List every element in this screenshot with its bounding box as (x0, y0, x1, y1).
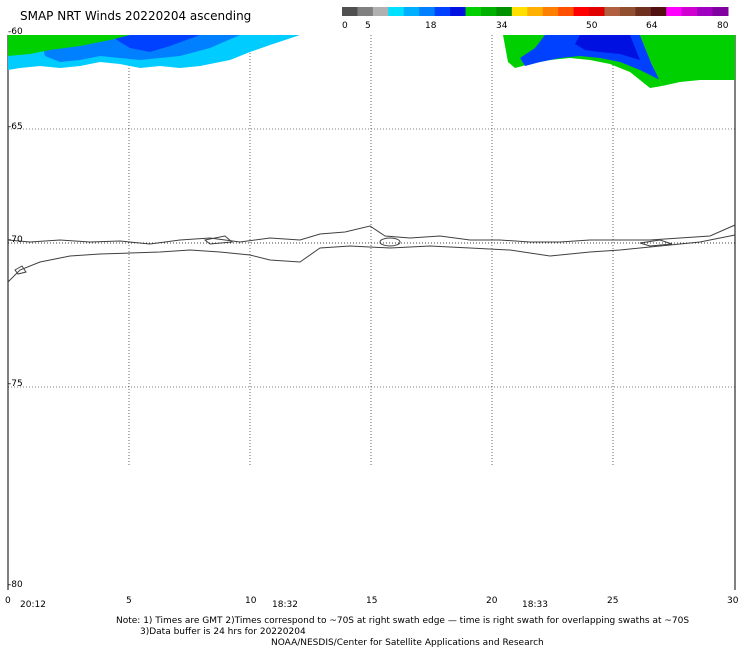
swath-time-2: 18:32 (272, 600, 298, 610)
scale-segment (480, 7, 497, 16)
x-tick-5: 5 (126, 596, 132, 606)
x-tick-25: 25 (607, 596, 619, 606)
scale-segment (403, 7, 420, 16)
scale-label-64: 64 (646, 21, 658, 31)
scale-label-0: 0 (342, 21, 348, 31)
scale-segment (372, 7, 389, 16)
y-tick-65: -65 (8, 122, 23, 132)
scale-segment (712, 7, 729, 16)
map-grid (8, 35, 735, 465)
scale-segment (681, 7, 698, 16)
map-title: SMAP NRT Winds 20220204 ascending (20, 9, 252, 23)
scale-segment (357, 7, 374, 16)
left-wind-swath (8, 35, 300, 70)
scale-segment (527, 7, 544, 16)
color-scale-bar (342, 7, 729, 16)
scale-label-50: 50 (586, 21, 598, 31)
swath-time-3: 18:33 (522, 600, 548, 610)
scale-segment (342, 7, 358, 16)
scale-segment (558, 7, 575, 16)
scale-segment (666, 7, 683, 16)
scale-segment (511, 7, 528, 16)
scale-segment (434, 7, 451, 16)
scale-segment (450, 7, 467, 16)
scale-segment (419, 7, 436, 16)
note-line-3: NOAA/NESDIS/Center for Satellite Applica… (271, 638, 544, 648)
scale-label-18: 18 (425, 21, 437, 31)
scale-label-34: 34 (496, 21, 508, 31)
x-tick-20: 20 (486, 596, 498, 606)
note-line-2: 3)Data buffer is 24 hrs for 20220204 (140, 627, 306, 637)
y-tick-60: -60 (8, 27, 23, 37)
scale-segment (650, 7, 667, 16)
x-tick-15: 15 (366, 596, 378, 606)
y-tick-80: -80 (8, 580, 23, 590)
scale-segment (496, 7, 513, 16)
right-wind-swath (503, 35, 735, 88)
antarctic-coastline (7, 224, 736, 283)
scale-segment (589, 7, 605, 16)
scale-segment (635, 7, 652, 16)
x-tick-0: 0 (5, 596, 11, 606)
map-frame (7, 35, 736, 590)
scale-segment (542, 7, 559, 16)
note-line-1: Note: 1) Times are GMT 2)Times correspon… (116, 616, 690, 626)
y-tick-75: -75 (8, 379, 23, 389)
scale-segment (604, 7, 621, 16)
x-tick-30: 30 (727, 596, 739, 606)
scale-label-5: 5 (365, 21, 371, 31)
y-tick-70: -70 (8, 235, 23, 245)
x-tick-10: 10 (245, 596, 257, 606)
scale-segment (697, 7, 714, 16)
scale-label-80: 80 (717, 21, 729, 31)
scale-segment (573, 7, 590, 16)
swath-time-1: 20:12 (20, 600, 46, 610)
scale-segment (465, 7, 482, 16)
scale-segment (388, 7, 405, 16)
scale-segment (619, 7, 636, 16)
